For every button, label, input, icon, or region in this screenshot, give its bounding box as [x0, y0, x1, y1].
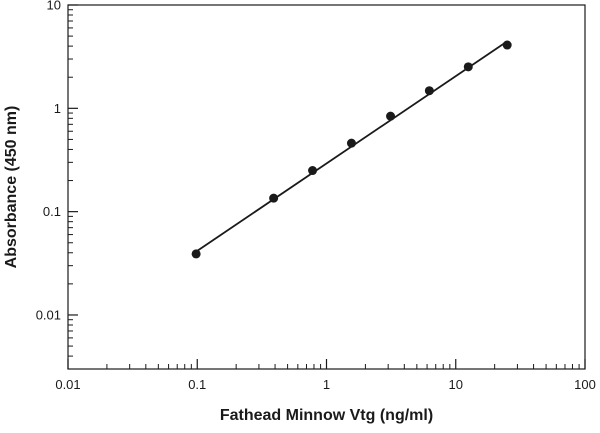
x-tick-label: 0.01	[55, 377, 80, 392]
data-point	[191, 249, 201, 259]
data-point	[308, 166, 318, 176]
data-point	[424, 86, 434, 96]
y-tick-label: 0.1	[43, 204, 61, 219]
y-axis-title: Absorbance (450 nm)	[3, 106, 20, 269]
y-axis-ticks: 0.01 0.1 1 10	[36, 0, 78, 370]
data-point	[463, 62, 473, 72]
data-point	[502, 40, 512, 50]
x-axis-title: Fathead Minnow Vtg (ng/ml)	[220, 407, 433, 424]
x-axis-ticks: 0.01 0.1 1 10 100	[55, 359, 596, 392]
x-tick-label: 100	[574, 377, 596, 392]
y-tick-label: 10	[47, 0, 61, 13]
data-point	[386, 111, 396, 121]
x-tick-label: 10	[449, 377, 463, 392]
x-tick-label: 1	[323, 377, 330, 392]
x-tick-label: 0.1	[188, 377, 206, 392]
data-point	[269, 193, 279, 203]
data-point	[346, 138, 356, 148]
y-tick-label: 0.01	[36, 307, 61, 322]
data-points	[191, 40, 512, 259]
plot-frame	[67, 4, 586, 370]
y-tick-label: 1	[54, 101, 61, 116]
